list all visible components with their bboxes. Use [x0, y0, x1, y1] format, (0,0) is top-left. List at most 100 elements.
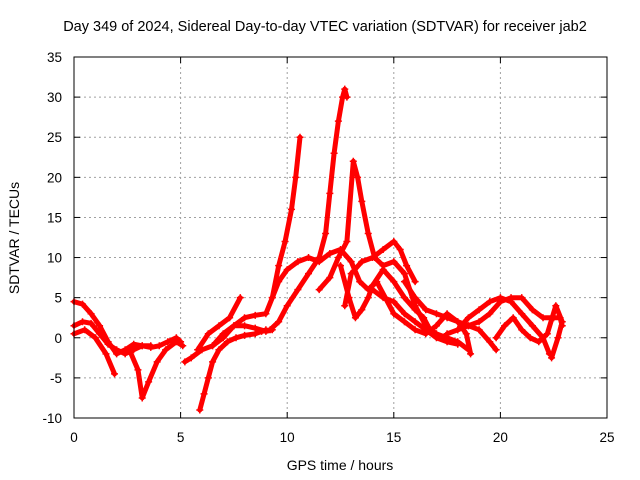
y-tick-label: -10: [42, 411, 62, 426]
data-point: [322, 229, 330, 237]
series-arc-4: [126, 339, 186, 401]
data-point: [283, 266, 291, 274]
series-arc-1: [71, 299, 184, 357]
data-point: [305, 270, 313, 278]
data-point: [111, 370, 119, 378]
data-point: [200, 390, 208, 398]
y-tick-label: -5: [50, 371, 62, 386]
data-point: [420, 314, 428, 322]
data-point: [368, 286, 376, 294]
data-point: [486, 310, 494, 318]
data-point: [358, 258, 366, 266]
data-point: [258, 327, 266, 335]
data-point: [79, 300, 87, 308]
data-point: [379, 266, 387, 274]
series-arc-11: [316, 158, 471, 353]
data-point: [411, 326, 419, 334]
data-point: [294, 258, 302, 266]
data-point: [467, 350, 475, 358]
data-point: [215, 322, 223, 330]
data-point: [432, 310, 440, 318]
data-point: [209, 342, 217, 350]
data-point: [341, 302, 349, 310]
data-point: [411, 278, 419, 286]
data-point: [179, 342, 187, 350]
data-point: [334, 117, 342, 125]
series-arc-3: [71, 327, 117, 377]
data-point: [454, 318, 462, 326]
data-point: [379, 246, 387, 254]
data-point: [349, 157, 357, 165]
data-point: [79, 318, 87, 326]
data-point: [443, 338, 451, 346]
y-tick-label: 5: [54, 291, 62, 306]
data-point: [155, 342, 163, 350]
data-point: [422, 306, 430, 314]
series-arc-12: [338, 263, 433, 333]
data-point: [330, 149, 338, 157]
data-point: [87, 310, 95, 318]
data-point: [343, 93, 351, 101]
data-point: [528, 306, 536, 314]
data-point: [492, 346, 500, 354]
data-point: [400, 278, 408, 286]
data-point: [138, 342, 146, 350]
data-point: [266, 326, 274, 334]
x-tick-label: 15: [386, 430, 401, 445]
data-point: [558, 318, 566, 326]
data-point: [432, 334, 440, 342]
data-point: [518, 310, 526, 318]
axis-ticks: 0 5 10 15 20 25 -10 -5 0 5 10 15 20 25 30 35: [42, 50, 614, 445]
series-arc-8: [210, 134, 303, 349]
data-point: [507, 298, 515, 306]
data-point: [162, 346, 170, 354]
data-point: [390, 310, 398, 318]
y-axis-label: SDTVAR / TECUs: [6, 182, 22, 294]
data-point: [475, 318, 483, 326]
data-point: [81, 326, 89, 334]
data-point: [400, 310, 408, 318]
data-point: [334, 254, 342, 262]
data-point: [358, 306, 366, 314]
data-point: [96, 322, 104, 330]
data-point: [172, 338, 180, 346]
data-series: [70, 85, 566, 414]
data-point: [368, 254, 376, 262]
data-point: [486, 338, 494, 346]
x-tick-label: 25: [599, 430, 614, 445]
data-point: [390, 298, 398, 306]
x-axis-label: GPS time / hours: [287, 457, 394, 473]
data-point: [390, 238, 398, 246]
data-point: [281, 238, 289, 246]
data-point: [283, 302, 291, 310]
data-point: [241, 314, 249, 322]
data-point: [443, 314, 451, 322]
data-point: [341, 85, 349, 93]
y-tick-label: 35: [47, 50, 62, 65]
data-point: [364, 229, 372, 237]
y-tick-label: 25: [47, 130, 62, 145]
data-point: [275, 278, 283, 286]
data-point: [411, 294, 419, 302]
data-point: [403, 262, 411, 270]
data-point: [475, 326, 483, 334]
data-point: [518, 326, 526, 334]
data-point: [326, 250, 334, 258]
data-point: [215, 346, 223, 354]
data-point: [121, 350, 129, 358]
data-point: [113, 346, 121, 354]
data-point: [552, 302, 560, 310]
series-arc-9: [259, 86, 350, 334]
data-point: [390, 258, 398, 266]
data-point: [358, 197, 366, 205]
data-point: [315, 286, 323, 294]
data-point: [294, 286, 302, 294]
data-point: [454, 326, 462, 334]
data-point: [464, 346, 472, 354]
data-point: [526, 334, 534, 342]
series-arc-18: [493, 303, 565, 361]
data-point: [492, 334, 500, 342]
data-point: [364, 294, 372, 302]
data-point: [337, 262, 344, 270]
data-point: [153, 358, 161, 366]
